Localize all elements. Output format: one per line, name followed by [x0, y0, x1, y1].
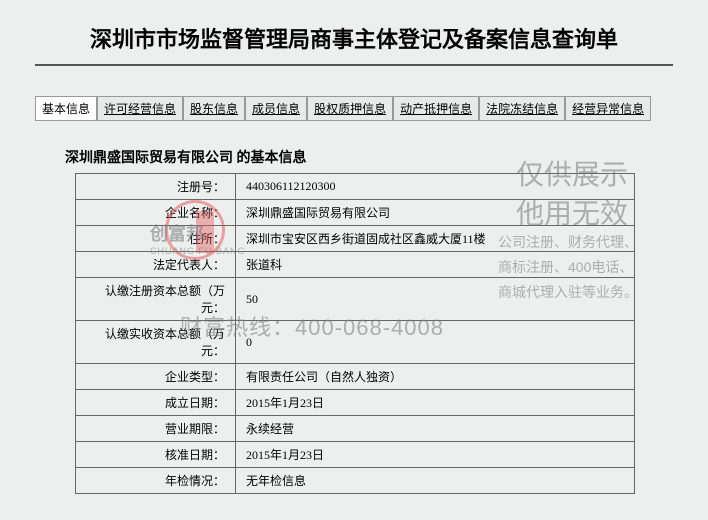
- row-value: 2015年1月23日: [236, 390, 635, 416]
- table-row: 认缴注册资本总额（万元： 50: [76, 278, 635, 321]
- table-row: 认缴实收资本总额（万元： 0: [76, 321, 635, 364]
- table-row: 营业期限： 永续经营: [76, 416, 635, 442]
- tab-abnormal-operation-info[interactable]: 经营异常信息: [565, 96, 651, 121]
- row-value: 永续经营: [236, 416, 635, 442]
- tab-equity-pledge-info[interactable]: 股权质押信息: [307, 96, 393, 121]
- tab-basic-info[interactable]: 基本信息: [35, 96, 97, 121]
- row-value: 深圳鼎盛国际贸易有限公司: [236, 200, 635, 226]
- row-value: 深圳市宝安区西乡街道固成社区鑫威大厦11楼: [236, 226, 635, 252]
- tabs-bar: 基本信息 许可经营信息 股东信息 成员信息 股权质押信息 动产抵押信息 法院冻结…: [35, 96, 673, 121]
- row-label: 企业类型：: [76, 364, 236, 390]
- row-label: 法定代表人：: [76, 252, 236, 278]
- tab-member-info[interactable]: 成员信息: [245, 96, 307, 121]
- row-label: 认缴实收资本总额（万元：: [76, 321, 236, 364]
- tab-chattel-mortgage-info[interactable]: 动产抵押信息: [393, 96, 479, 121]
- row-value: 张道科: [236, 252, 635, 278]
- row-value: 440306112120300: [236, 174, 635, 200]
- tab-license-info[interactable]: 许可经营信息: [97, 96, 183, 121]
- table-row: 年检情况： 无年检信息: [76, 468, 635, 494]
- table-row: 注册号： 440306112120300: [76, 174, 635, 200]
- table-row: 法定代表人： 张道科: [76, 252, 635, 278]
- row-value: 0: [236, 321, 635, 364]
- row-value: 50: [236, 278, 635, 321]
- section-title: 深圳鼎盛国际贸易有限公司 的基本信息: [35, 141, 673, 173]
- row-label: 企业名称：: [76, 200, 236, 226]
- row-label: 成立日期：: [76, 390, 236, 416]
- row-label: 认缴注册资本总额（万元：: [76, 278, 236, 321]
- row-label: 注册号：: [76, 174, 236, 200]
- tab-shareholder-info[interactable]: 股东信息: [183, 96, 245, 121]
- info-table: 注册号： 440306112120300 企业名称： 深圳鼎盛国际贸易有限公司 …: [75, 173, 635, 494]
- table-row: 企业名称： 深圳鼎盛国际贸易有限公司: [76, 200, 635, 226]
- page-title: 深圳市市场监督管理局商事主体登记及备案信息查询单: [35, 10, 673, 66]
- row-value: 2015年1月23日: [236, 442, 635, 468]
- row-value: 无年检信息: [236, 468, 635, 494]
- table-row: 核准日期： 2015年1月23日: [76, 442, 635, 468]
- row-label: 营业期限：: [76, 416, 236, 442]
- table-row: 企业类型： 有限责任公司（自然人独资）: [76, 364, 635, 390]
- row-label: 住所：: [76, 226, 236, 252]
- row-label: 核准日期：: [76, 442, 236, 468]
- row-label: 年检情况：: [76, 468, 236, 494]
- table-row: 成立日期： 2015年1月23日: [76, 390, 635, 416]
- table-row: 住所： 深圳市宝安区西乡街道固成社区鑫威大厦11楼: [76, 226, 635, 252]
- row-value: 有限责任公司（自然人独资）: [236, 364, 635, 390]
- tab-court-freeze-info[interactable]: 法院冻结信息: [479, 96, 565, 121]
